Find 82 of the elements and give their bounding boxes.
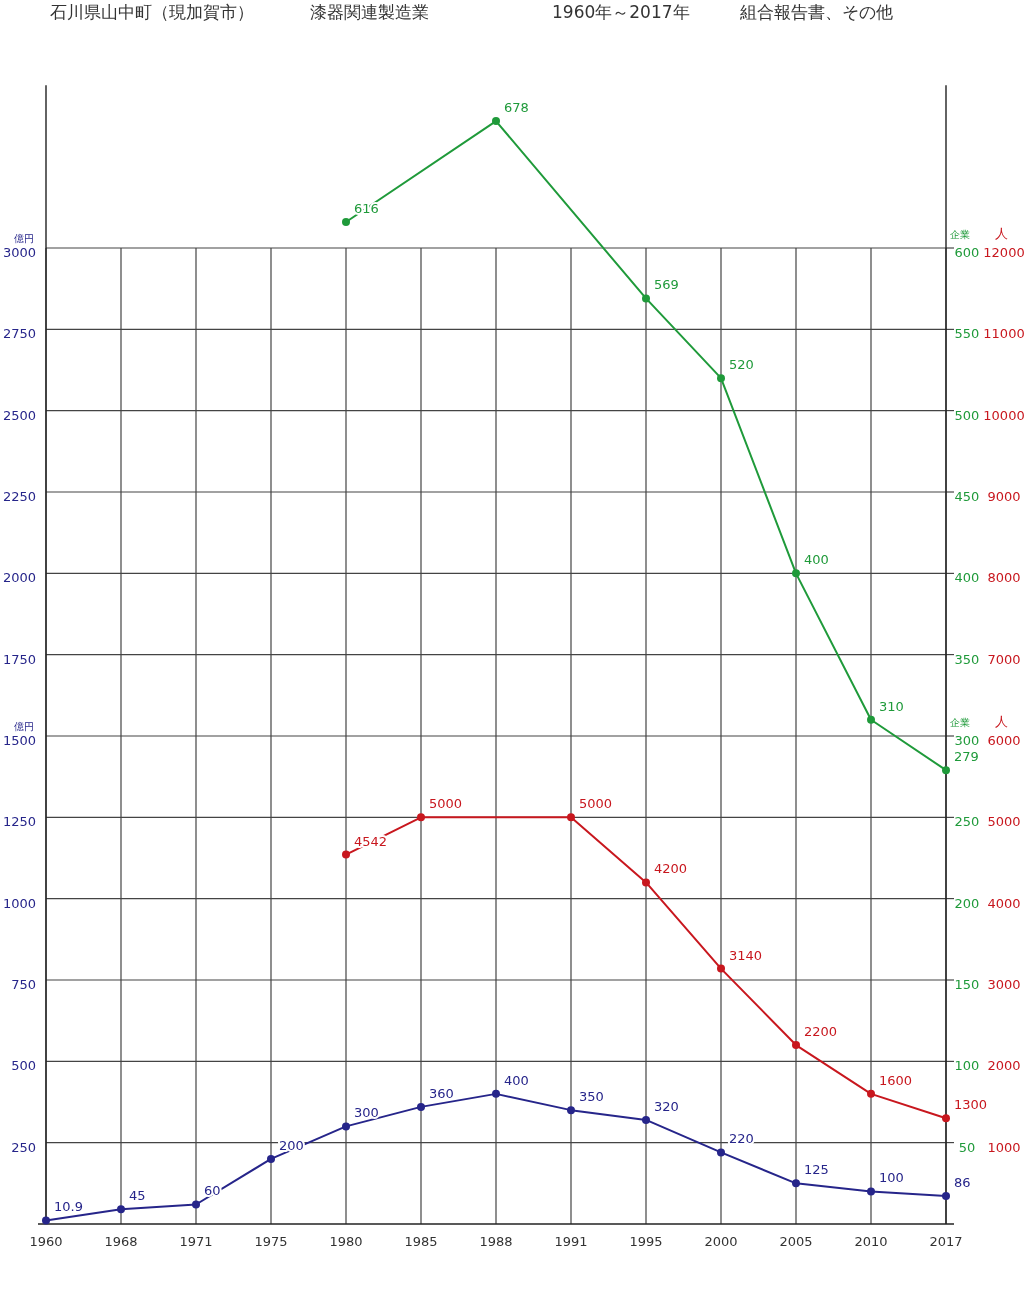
x-tick-label: 2000 xyxy=(704,1234,738,1249)
data-label: 400 xyxy=(804,552,829,568)
y2-tick-label: 50 xyxy=(958,1139,976,1155)
data-label: 125 xyxy=(804,1162,829,1178)
text: 人 xyxy=(994,714,1008,729)
data-label: 1600 xyxy=(879,1072,913,1088)
y3-tick-label: 2000 xyxy=(987,1058,1021,1074)
y2-tick-label: 500 xyxy=(954,407,980,423)
data-label: 320 xyxy=(654,1098,679,1114)
x-tick-label: 1975 xyxy=(254,1234,288,1249)
data-label: 100 xyxy=(879,1170,904,1186)
data-label: 310 xyxy=(879,698,904,714)
x-tick-label: 1960 xyxy=(29,1234,63,1249)
y3-tick-label: 9000 xyxy=(987,489,1021,504)
y-tick-label: 2750 xyxy=(2,326,36,342)
y3-tick-label: 6000 xyxy=(987,733,1021,748)
y3-tick-label: 7000 xyxy=(987,651,1021,667)
y3-tick-label: 12000 xyxy=(983,245,1024,260)
data-label: 2200 xyxy=(804,1024,838,1040)
y-tick-label: 2250 xyxy=(2,489,36,504)
y3-tick-label: 1000 xyxy=(987,1139,1021,1155)
y2-tick-label: 450 xyxy=(954,489,980,504)
x-tick-label: 2005 xyxy=(779,1234,813,1249)
y2-tick-label: 100 xyxy=(954,1058,980,1074)
y2-axis-title: 企業 xyxy=(950,229,970,240)
y3-tick-label: 3000 xyxy=(987,977,1021,992)
y2-tick-label: 600 xyxy=(954,245,980,260)
y3-tick-label: 5000 xyxy=(987,814,1021,830)
data-label: 3140 xyxy=(729,947,763,963)
data-label: 10.9 xyxy=(54,1199,83,1215)
data-label: 520 xyxy=(729,357,754,373)
y-tick-label: 2500 xyxy=(2,407,36,423)
y-tick-label: 1750 xyxy=(2,651,36,667)
y-tick-label: 250 xyxy=(11,1139,36,1155)
data-label: 678 xyxy=(504,100,529,116)
data-label: 5000 xyxy=(429,796,463,812)
y2-tick-label: 550 xyxy=(954,326,980,342)
y-tick-label: 2000 xyxy=(2,570,36,586)
x-tick-label: 1980 xyxy=(329,1234,363,1249)
text: 組合報告書、その他 xyxy=(739,2,893,22)
chart-title: 石川県山中町（現加賀市） xyxy=(50,2,254,22)
y2-tick-label: 400 xyxy=(954,570,980,586)
y-tick-label: 3000 xyxy=(2,245,36,260)
y-tick-label: 500 xyxy=(11,1058,36,1074)
x-tick-label: 1971 xyxy=(179,1234,213,1249)
y-tick-label: 1000 xyxy=(2,895,36,911)
y2-tick-label: 350 xyxy=(954,651,980,667)
y2-tick-label: 150 xyxy=(954,977,980,992)
y-tick-label: 1250 xyxy=(2,814,36,830)
x-tick-label: 1988 xyxy=(479,1234,513,1249)
data-label: 1300 xyxy=(954,1097,988,1113)
y-tick-label: 750 xyxy=(11,977,36,992)
y3-tick-label: 4000 xyxy=(987,895,1021,911)
x-tick-label: 1995 xyxy=(629,1234,663,1249)
y3-axis-title: 人 xyxy=(994,226,1008,241)
x-tick-label: 1968 xyxy=(104,1234,138,1249)
data-label: 279 xyxy=(954,749,979,765)
y-tick-label: 1500 xyxy=(2,733,36,748)
data-label: 300 xyxy=(354,1105,379,1121)
data-label: 4200 xyxy=(654,861,688,877)
data-label: 5000 xyxy=(579,796,613,812)
x-tick-label: 1991 xyxy=(554,1234,588,1249)
y3-tick-label: 11000 xyxy=(983,326,1024,342)
y2-tick-label: 300 xyxy=(954,733,980,748)
y2-tick-label: 250 xyxy=(954,814,980,830)
text: 億円 xyxy=(14,721,34,732)
y3-tick-label: 8000 xyxy=(987,570,1021,586)
data-label: 86 xyxy=(954,1175,971,1191)
data-label: 569 xyxy=(654,277,679,293)
data-label: 350 xyxy=(579,1089,604,1105)
text: 企業 xyxy=(950,717,970,728)
text: 1960年～2017年 xyxy=(552,2,690,22)
x-tick-label: 1985 xyxy=(404,1234,438,1249)
x-tick-label: 2010 xyxy=(854,1234,888,1249)
data-label: 360 xyxy=(429,1085,454,1101)
y2-tick-label: 200 xyxy=(954,895,980,911)
y-axis-title: 億円 xyxy=(14,233,34,244)
data-label: 45 xyxy=(129,1188,146,1204)
x-tick-label: 2017 xyxy=(929,1234,963,1249)
y3-tick-label: 10000 xyxy=(983,407,1024,423)
data-label: 400 xyxy=(504,1072,529,1088)
chart-subtitle: 漆器関連製造業 xyxy=(310,2,429,22)
